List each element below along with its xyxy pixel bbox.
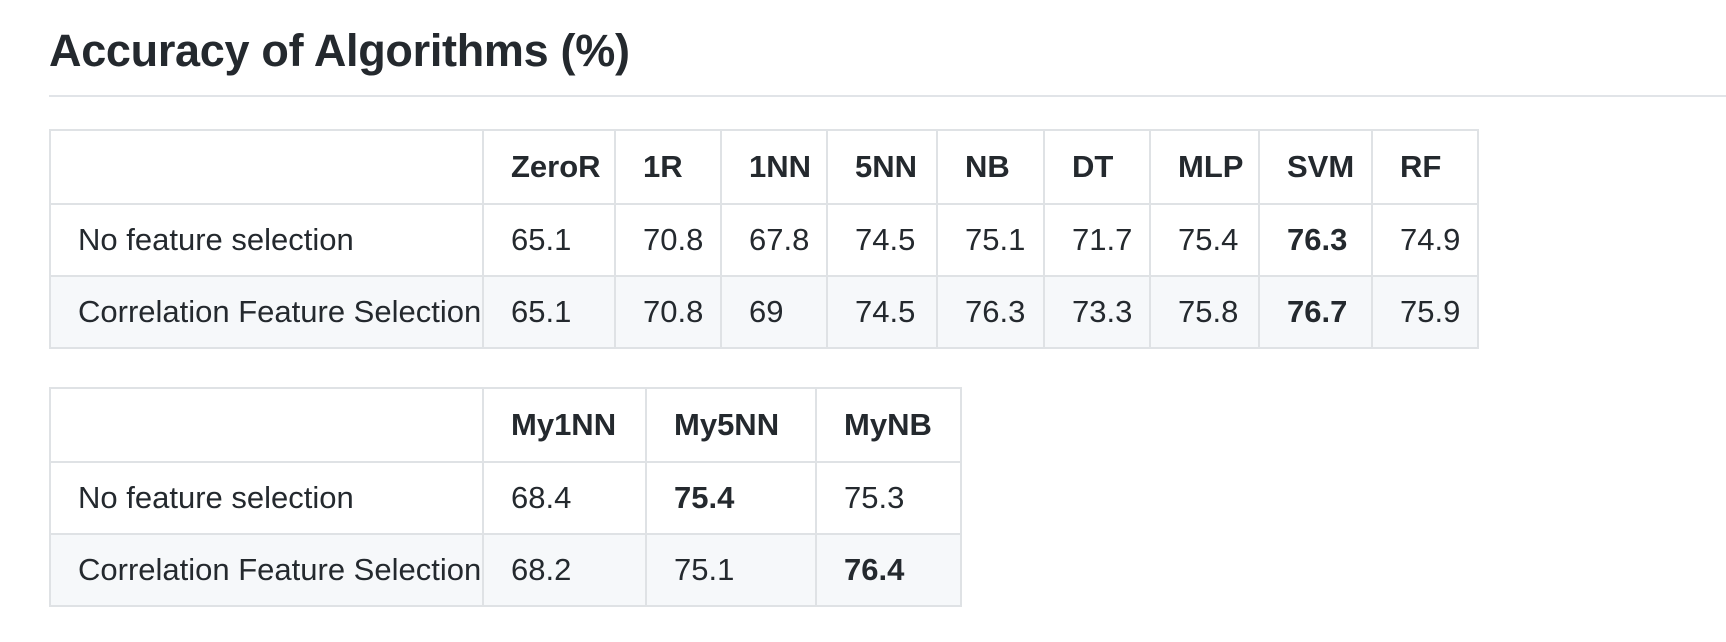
- table-cell-best: 76.4: [815, 533, 962, 607]
- table-row: No feature selection 65.1 70.8 67.8 74.5…: [49, 203, 1479, 277]
- row-label: Correlation Feature Selection: [49, 533, 484, 607]
- table-cell: 75.4: [1149, 203, 1260, 277]
- accuracy-table-custom: My1NN My5NN MyNB No feature selection 68…: [49, 387, 962, 607]
- header-cell: [49, 129, 484, 205]
- table-cell: 67.8: [720, 203, 828, 277]
- header-cell: ZeroR: [482, 129, 616, 205]
- header-cell: My1NN: [482, 387, 647, 463]
- table-cell: 75.1: [936, 203, 1045, 277]
- table-cell: 75.9: [1371, 275, 1479, 349]
- header-cell: 1NN: [720, 129, 828, 205]
- header-cell: SVM: [1258, 129, 1373, 205]
- table-cell: 69: [720, 275, 828, 349]
- row-label: Correlation Feature Selection: [49, 275, 484, 349]
- accuracy-table-main: ZeroR 1R 1NN 5NN NB DT MLP SVM RF No fea…: [49, 129, 1479, 349]
- section-heading: Accuracy of Algorithms (%): [49, 25, 630, 76]
- table-cell: 75.3: [815, 461, 962, 535]
- row-label: No feature selection: [49, 203, 484, 277]
- table-cell: 76.3: [936, 275, 1045, 349]
- table-cell: 68.4: [482, 461, 647, 535]
- table-row: No feature selection 68.4 75.4 75.3: [49, 461, 962, 535]
- header-cell: My5NN: [645, 387, 817, 463]
- heading-divider: [49, 95, 1726, 97]
- table-header-row: My1NN My5NN MyNB: [49, 387, 962, 463]
- header-cell: 5NN: [826, 129, 938, 205]
- header-cell: DT: [1043, 129, 1151, 205]
- table-cell: 68.2: [482, 533, 647, 607]
- table-cell: 74.5: [826, 203, 938, 277]
- header-cell: MLP: [1149, 129, 1260, 205]
- table-cell: 75.1: [645, 533, 817, 607]
- table-cell: 74.9: [1371, 203, 1479, 277]
- header-cell: [49, 387, 484, 463]
- table-cell: 74.5: [826, 275, 938, 349]
- table-cell-best: 75.4: [645, 461, 817, 535]
- header-cell: NB: [936, 129, 1045, 205]
- header-cell: MyNB: [815, 387, 962, 463]
- table-cell: 75.8: [1149, 275, 1260, 349]
- table-row: Correlation Feature Selection 68.2 75.1 …: [49, 533, 962, 607]
- table-cell: 70.8: [614, 275, 722, 349]
- row-label: No feature selection: [49, 461, 484, 535]
- table-cell: 73.3: [1043, 275, 1151, 349]
- table-cell-best: 76.3: [1258, 203, 1373, 277]
- table-cell: 65.1: [482, 275, 616, 349]
- table-cell: 70.8: [614, 203, 722, 277]
- table-row: Correlation Feature Selection 65.1 70.8 …: [49, 275, 1479, 349]
- table-cell: 65.1: [482, 203, 616, 277]
- header-cell: 1R: [614, 129, 722, 205]
- header-cell: RF: [1371, 129, 1479, 205]
- table-header-row: ZeroR 1R 1NN 5NN NB DT MLP SVM RF: [49, 129, 1479, 205]
- table-cell: 71.7: [1043, 203, 1151, 277]
- table-cell-best: 76.7: [1258, 275, 1373, 349]
